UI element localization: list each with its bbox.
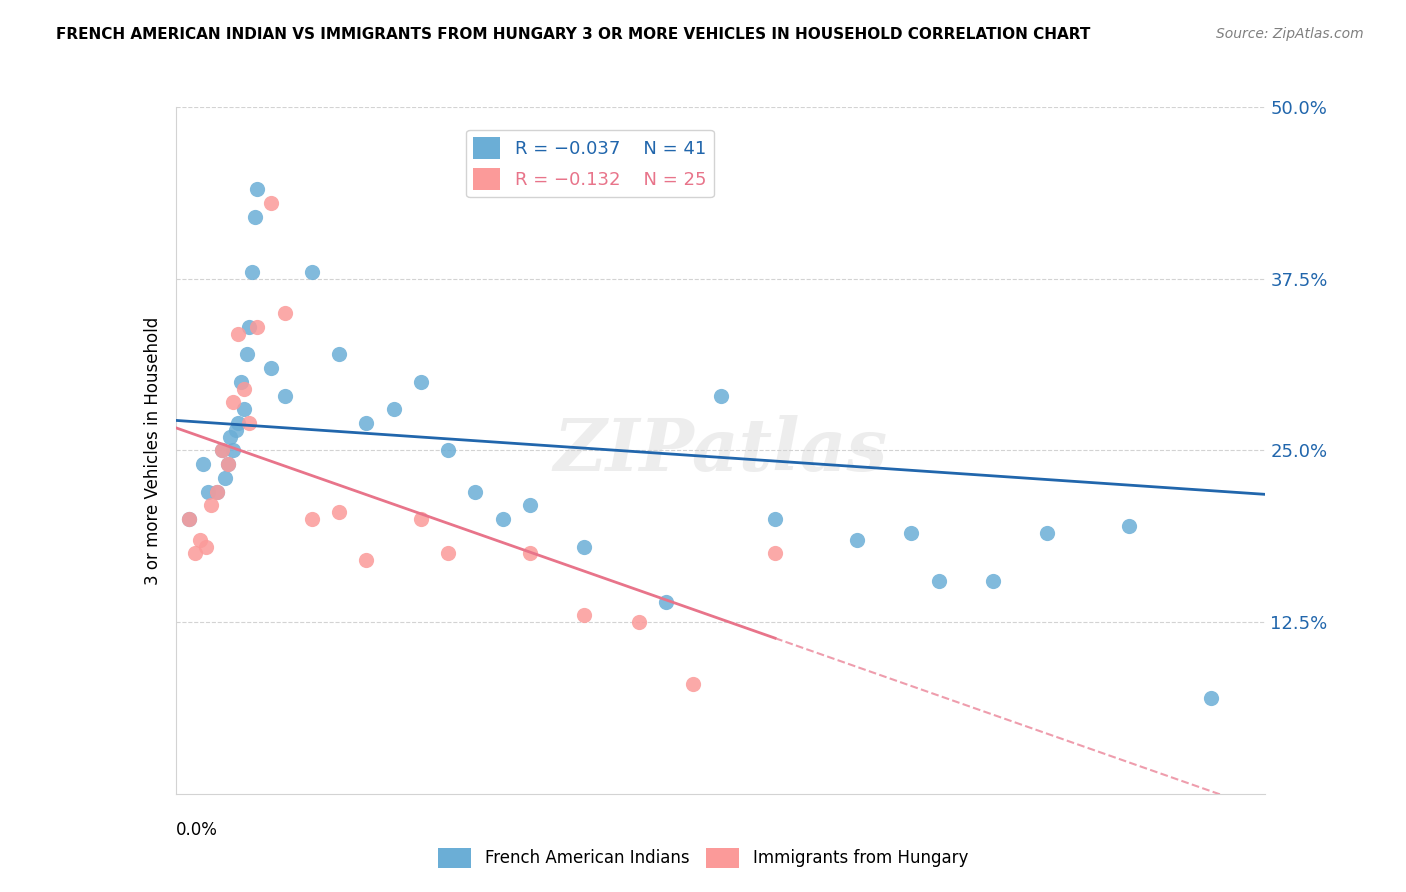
Point (231, 375, 253, 389)
Legend: R = −0.037    N = 41, R = −0.132    N = 25: R = −0.037 N = 41, R = −0.132 N = 25 (465, 130, 714, 197)
Point (235, 347, 257, 361)
Point (382, 402, 405, 417)
Point (205, 484, 228, 499)
Point (274, 388, 297, 402)
Point (574, 608, 596, 623)
Point (356, 553, 378, 567)
Point (627, 615, 650, 630)
Point (222, 395, 245, 409)
Point (464, 484, 486, 499)
Point (574, 540, 596, 554)
Point (409, 375, 432, 389)
Point (214, 471, 236, 485)
Point (246, 319, 269, 334)
Point (328, 347, 350, 361)
Point (205, 484, 228, 499)
Text: ZIPatlas: ZIPatlas (554, 415, 887, 486)
Point (179, 512, 201, 526)
Point (200, 499, 222, 513)
Point (437, 443, 460, 458)
Point (260, 196, 283, 211)
Point (232, 402, 254, 417)
Y-axis label: 3 or more Vehicles in Household: 3 or more Vehicles in Household (143, 317, 162, 584)
Point (301, 265, 323, 279)
Point (710, 388, 733, 402)
Point (228, 326, 250, 341)
Point (217, 457, 239, 471)
Point (211, 443, 233, 458)
Point (763, 512, 786, 526)
Point (197, 484, 219, 499)
Point (184, 546, 207, 561)
Point (1118, 519, 1140, 533)
Point (900, 525, 922, 540)
Point (228, 416, 250, 430)
Point (246, 182, 269, 196)
Point (232, 382, 254, 396)
Point (519, 499, 541, 513)
Point (409, 512, 432, 526)
Point (188, 533, 211, 547)
Point (1036, 525, 1059, 540)
Point (928, 574, 950, 588)
Point (519, 546, 541, 561)
Text: 0.0%: 0.0% (176, 822, 218, 839)
Point (274, 306, 297, 320)
Text: Source: ZipAtlas.com: Source: ZipAtlas.com (1216, 27, 1364, 41)
Point (356, 416, 378, 430)
Point (763, 546, 786, 561)
Point (225, 423, 247, 437)
Point (217, 457, 239, 471)
Point (243, 210, 266, 224)
Point (260, 361, 283, 376)
Point (845, 533, 868, 547)
Point (1199, 690, 1222, 705)
Point (211, 443, 233, 458)
Point (179, 512, 201, 526)
Point (981, 574, 1004, 588)
Point (655, 594, 678, 608)
Point (328, 505, 350, 519)
Point (682, 677, 704, 691)
Text: FRENCH AMERICAN INDIAN VS IMMIGRANTS FROM HUNGARY 3 OR MORE VEHICLES IN HOUSEHOL: FRENCH AMERICAN INDIAN VS IMMIGRANTS FRO… (56, 27, 1091, 42)
Point (219, 430, 242, 444)
Point (194, 540, 217, 554)
Point (238, 416, 260, 430)
Point (222, 443, 245, 458)
Point (191, 457, 214, 471)
Point (238, 319, 260, 334)
Point (301, 512, 323, 526)
Point (492, 512, 515, 526)
Legend: French American Indians, Immigrants from Hungary: French American Indians, Immigrants from… (432, 841, 974, 875)
Point (437, 546, 460, 561)
Point (240, 265, 263, 279)
